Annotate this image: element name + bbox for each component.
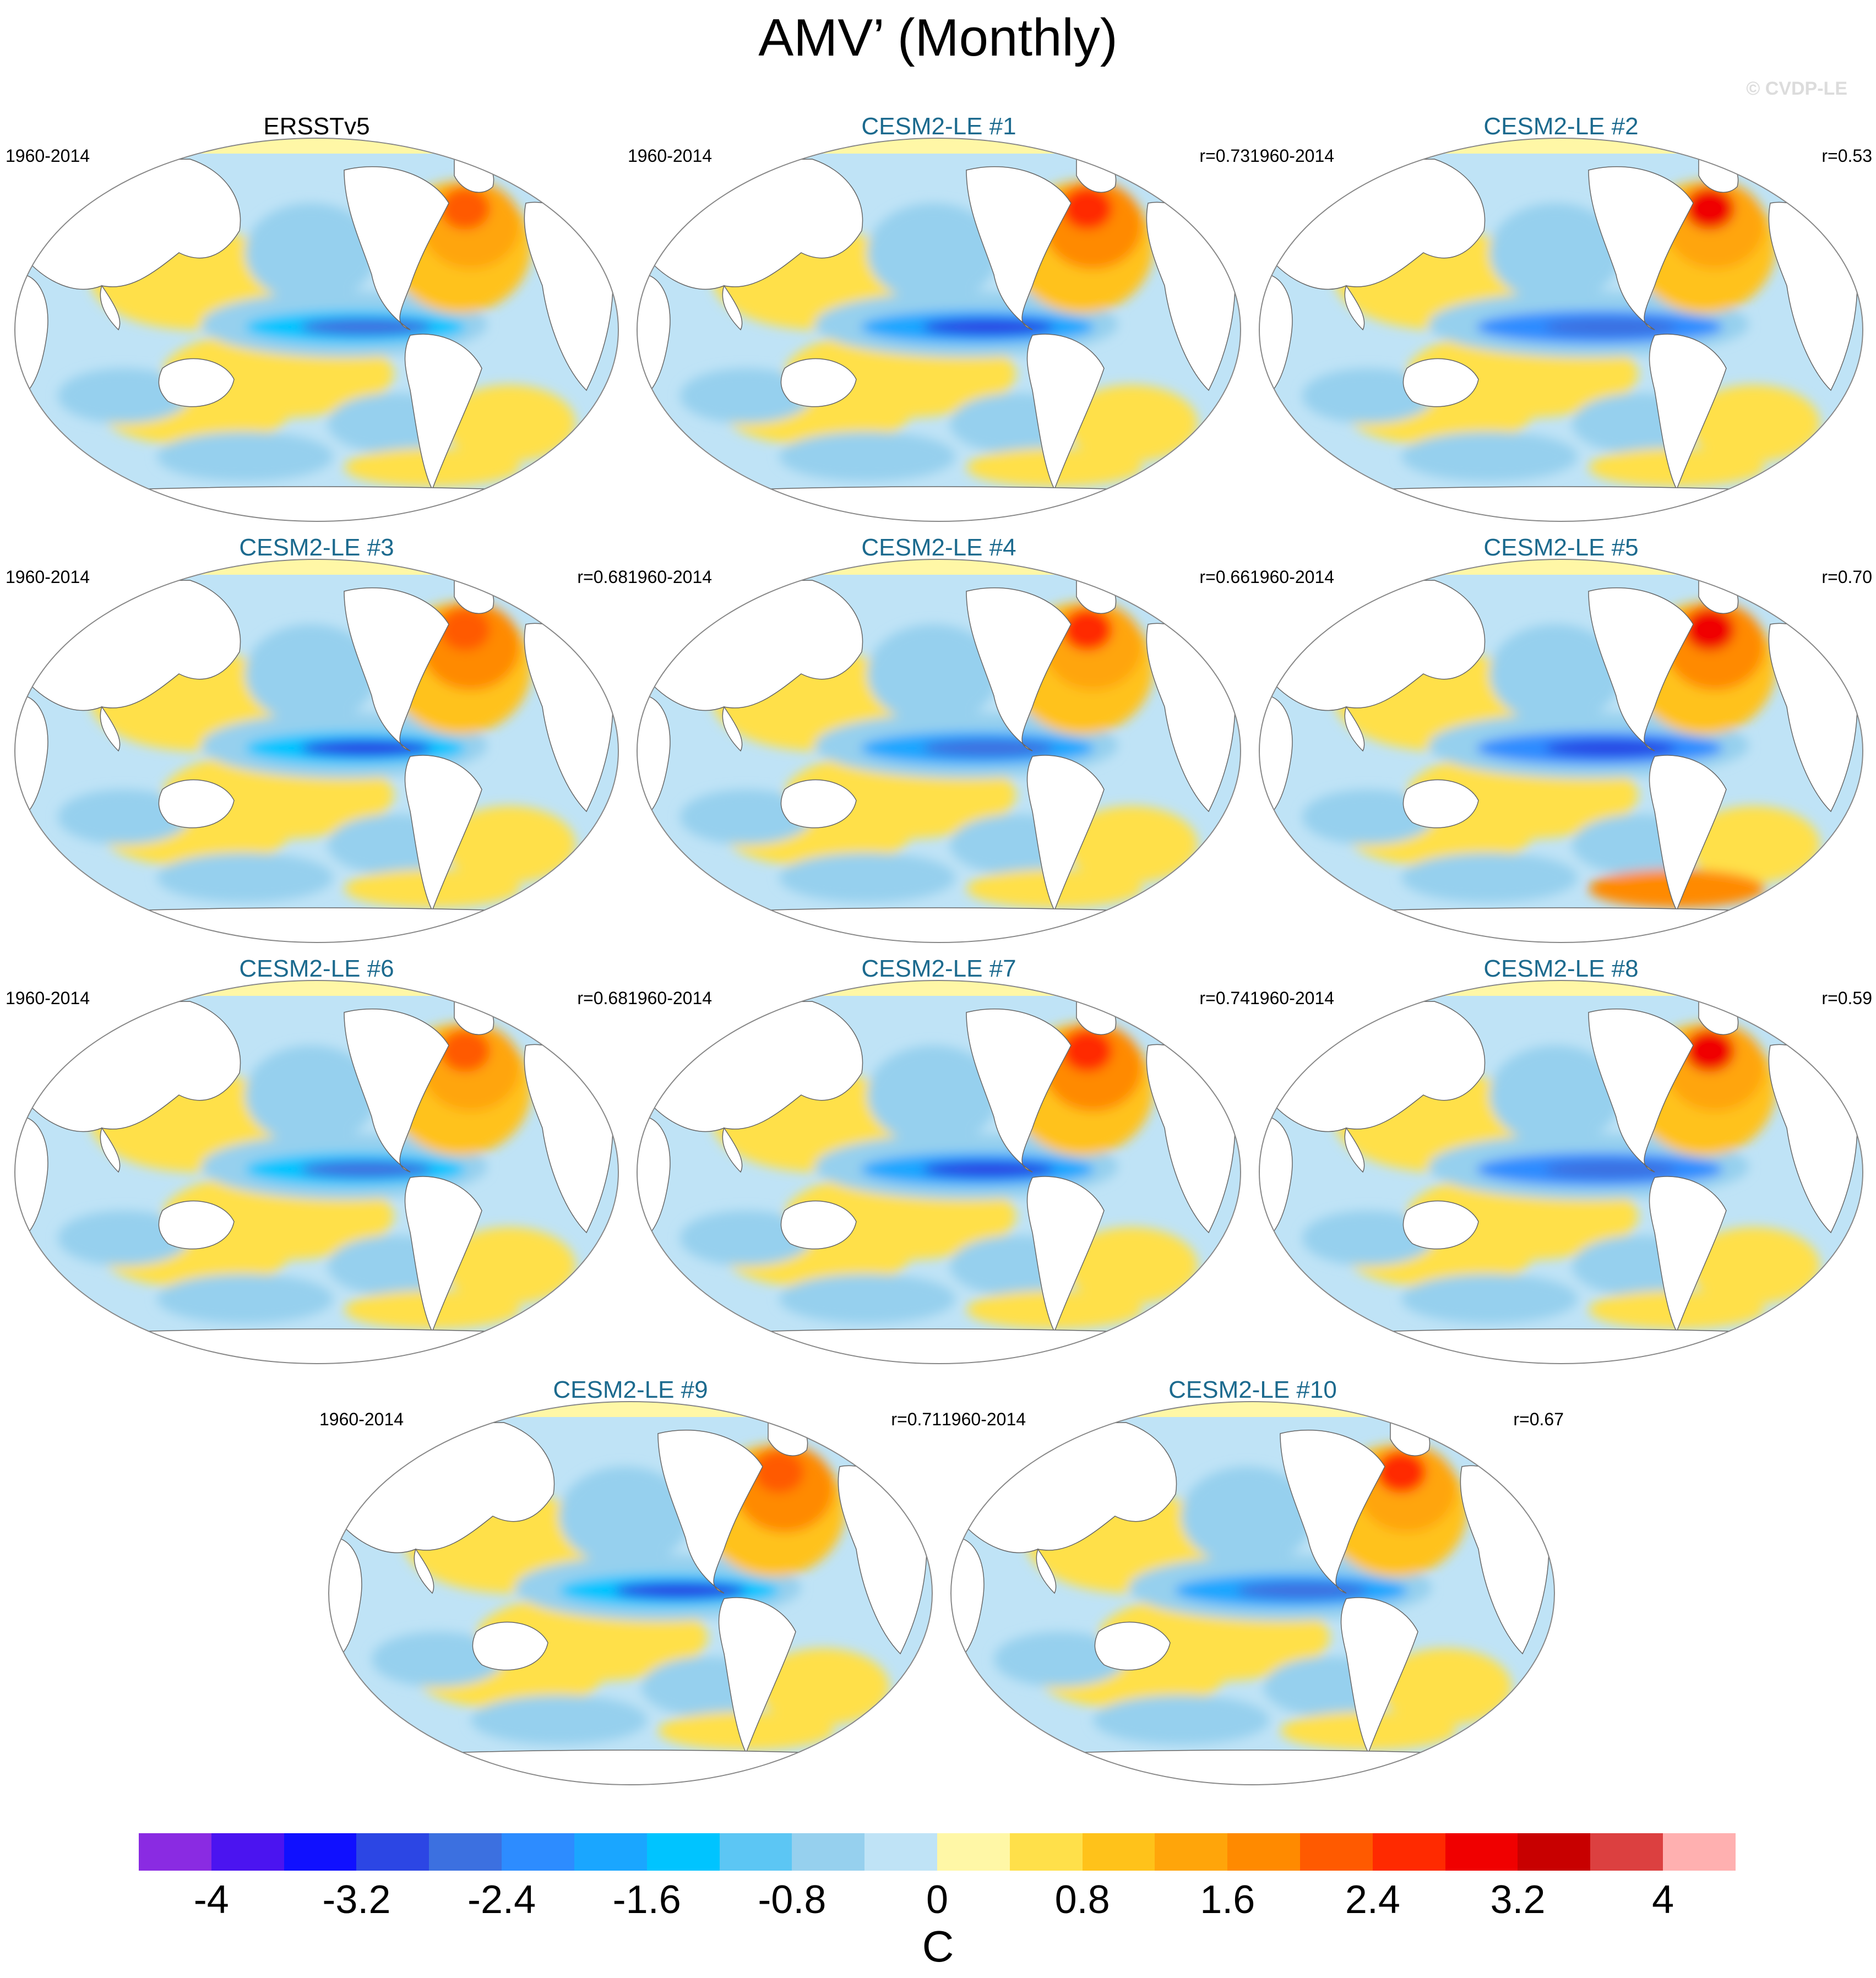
colorbar-swatch <box>502 1833 574 1871</box>
colorbar-tick-label: 0 <box>926 1878 949 1922</box>
panel-years: 1960-2014 <box>1250 567 1335 587</box>
panel-years: 1960-2014 <box>628 146 713 166</box>
panel-pattern-correlation: r=0.74 <box>1199 988 1250 1008</box>
colorbar-swatch <box>139 1833 211 1871</box>
map-panel: CESM2-LE #5 1960-2014 r=0.70 <box>1250 534 1872 952</box>
copyright-watermark: © CVDP-LE <box>1746 78 1847 99</box>
panel-years: 1960-2014 <box>6 146 90 166</box>
colorbar-tick-label: 1.6 <box>1200 1878 1255 1922</box>
colorbar-swatch <box>1300 1833 1373 1871</box>
colorbar-swatch <box>937 1833 1010 1871</box>
panel-title: CESM2-LE #3 <box>239 534 394 561</box>
colorbar-swatch <box>356 1833 429 1871</box>
panel-years: 1960-2014 <box>6 988 90 1008</box>
colorbar-swatch <box>284 1833 357 1871</box>
panel-pattern-correlation: r=0.59 <box>1821 988 1872 1008</box>
colorbar-tick-label: -1.6 <box>612 1878 681 1922</box>
panel-years: 1960-2014 <box>628 567 713 587</box>
panel-title: ERSSTv5 <box>263 113 370 140</box>
colorbar-tick-label: 3.2 <box>1490 1878 1546 1922</box>
panel-years: 1960-2014 <box>319 1409 404 1429</box>
map-panel: CESM2-LE #6 1960-2014 r=0.68 <box>6 955 628 1374</box>
map-panel: CESM2-LE #9 1960-2014 r=0.71 <box>319 1376 942 1795</box>
sst-anomaly-map <box>14 980 619 1364</box>
colorbar-swatch <box>1227 1833 1300 1871</box>
colorbar-swatch <box>1590 1833 1663 1871</box>
colorbar-tick-label: 4 <box>1652 1878 1674 1922</box>
map-panel: CESM2-LE #4 1960-2014 r=0.66 <box>628 534 1250 952</box>
colorbar-tick-label: -2.4 <box>467 1878 536 1922</box>
map-panel: ERSSTv5 1960-2014 <box>6 113 628 531</box>
colorbar-tick-label: -4 <box>193 1878 229 1922</box>
panel-title: CESM2-LE #2 <box>1483 113 1639 140</box>
panel-title: CESM2-LE #7 <box>861 955 1016 982</box>
colorbar-swatch <box>1663 1833 1736 1871</box>
sst-anomaly-map <box>1259 138 1863 522</box>
sst-anomaly-map <box>950 1401 1555 1785</box>
panel-years: 1960-2014 <box>942 1409 1026 1429</box>
panel-pattern-correlation: r=0.71 <box>891 1409 942 1429</box>
sst-anomaly-map <box>14 138 619 522</box>
map-panel: CESM2-LE #3 1960-2014 r=0.68 <box>6 534 628 952</box>
panel-years: 1960-2014 <box>1250 988 1335 1008</box>
colorbar-swatch <box>1009 1833 1083 1871</box>
colorbar-swatch <box>1082 1833 1155 1871</box>
panel-pattern-correlation: r=0.67 <box>1513 1409 1564 1429</box>
map-panel: CESM2-LE #1 1960-2014 r=0.73 <box>628 113 1250 531</box>
panel-pattern-correlation: r=0.68 <box>577 988 628 1008</box>
panel-title: CESM2-LE #1 <box>861 113 1016 140</box>
map-panel: CESM2-LE #10 1960-2014 r=0.67 <box>942 1376 1564 1795</box>
panel-pattern-correlation: r=0.66 <box>1199 567 1250 587</box>
colorbar-swatch <box>429 1833 502 1871</box>
panel-title: CESM2-LE #5 <box>1483 534 1639 561</box>
colorbar-swatch <box>1518 1833 1591 1871</box>
sst-anomaly-map <box>637 559 1241 943</box>
sst-anomaly-map <box>637 980 1241 1364</box>
colorbar-unit: C <box>922 1922 954 1971</box>
panel-years: 1960-2014 <box>6 567 90 587</box>
map-panel: CESM2-LE #7 1960-2014 r=0.74 <box>628 955 1250 1374</box>
colorbar-tick-label: -3.2 <box>322 1878 391 1922</box>
panel-title: CESM2-LE #8 <box>1483 955 1639 982</box>
panel-pattern-correlation: r=0.68 <box>577 567 628 587</box>
panel-years: 1960-2014 <box>628 988 713 1008</box>
colorbar-swatch <box>646 1833 720 1871</box>
panel-title: CESM2-LE #9 <box>553 1376 708 1403</box>
colorbar-ticks: -4 -3.2 -2.4 -1.6 -0.8 0 0.8 1.6 2.4 3.2 4 <box>139 1877 1736 1927</box>
sst-anomaly-map <box>328 1401 933 1785</box>
colorbar-tick-label: 0.8 <box>1054 1878 1110 1922</box>
sst-anomaly-map <box>637 138 1241 522</box>
map-panel: CESM2-LE #2 1960-2014 r=0.53 <box>1250 113 1872 531</box>
colorbar-tick-label: 2.4 <box>1345 1878 1400 1922</box>
colorbar-swatch <box>864 1833 937 1871</box>
colorbar-swatch <box>574 1833 647 1871</box>
sst-anomaly-map <box>1259 559 1863 943</box>
colorbar-swatch <box>792 1833 865 1871</box>
panel-title: CESM2-LE #4 <box>861 534 1016 561</box>
colorbar-tick-label: -0.8 <box>758 1878 826 1922</box>
panel-pattern-correlation: r=0.53 <box>1821 146 1872 166</box>
sst-anomaly-map <box>1259 980 1863 1364</box>
panel-years: 1960-2014 <box>1250 146 1335 166</box>
panel-title: CESM2-LE #10 <box>1168 1376 1337 1403</box>
colorbar-swatch <box>719 1833 792 1871</box>
colorbar-swatch <box>1155 1833 1228 1871</box>
colorbar-swatch <box>1445 1833 1518 1871</box>
panel-title: CESM2-LE #6 <box>239 955 394 982</box>
map-panel: CESM2-LE #8 1960-2014 r=0.59 <box>1250 955 1872 1374</box>
sst-anomaly-map <box>14 559 619 943</box>
figure-title: AMV’ (Monthly) <box>758 8 1118 67</box>
colorbar <box>139 1833 1736 1871</box>
colorbar-swatch <box>211 1833 284 1871</box>
panel-pattern-correlation: r=0.70 <box>1821 567 1872 587</box>
panel-pattern-correlation: r=0.73 <box>1199 146 1250 166</box>
colorbar-swatch <box>1372 1833 1445 1871</box>
